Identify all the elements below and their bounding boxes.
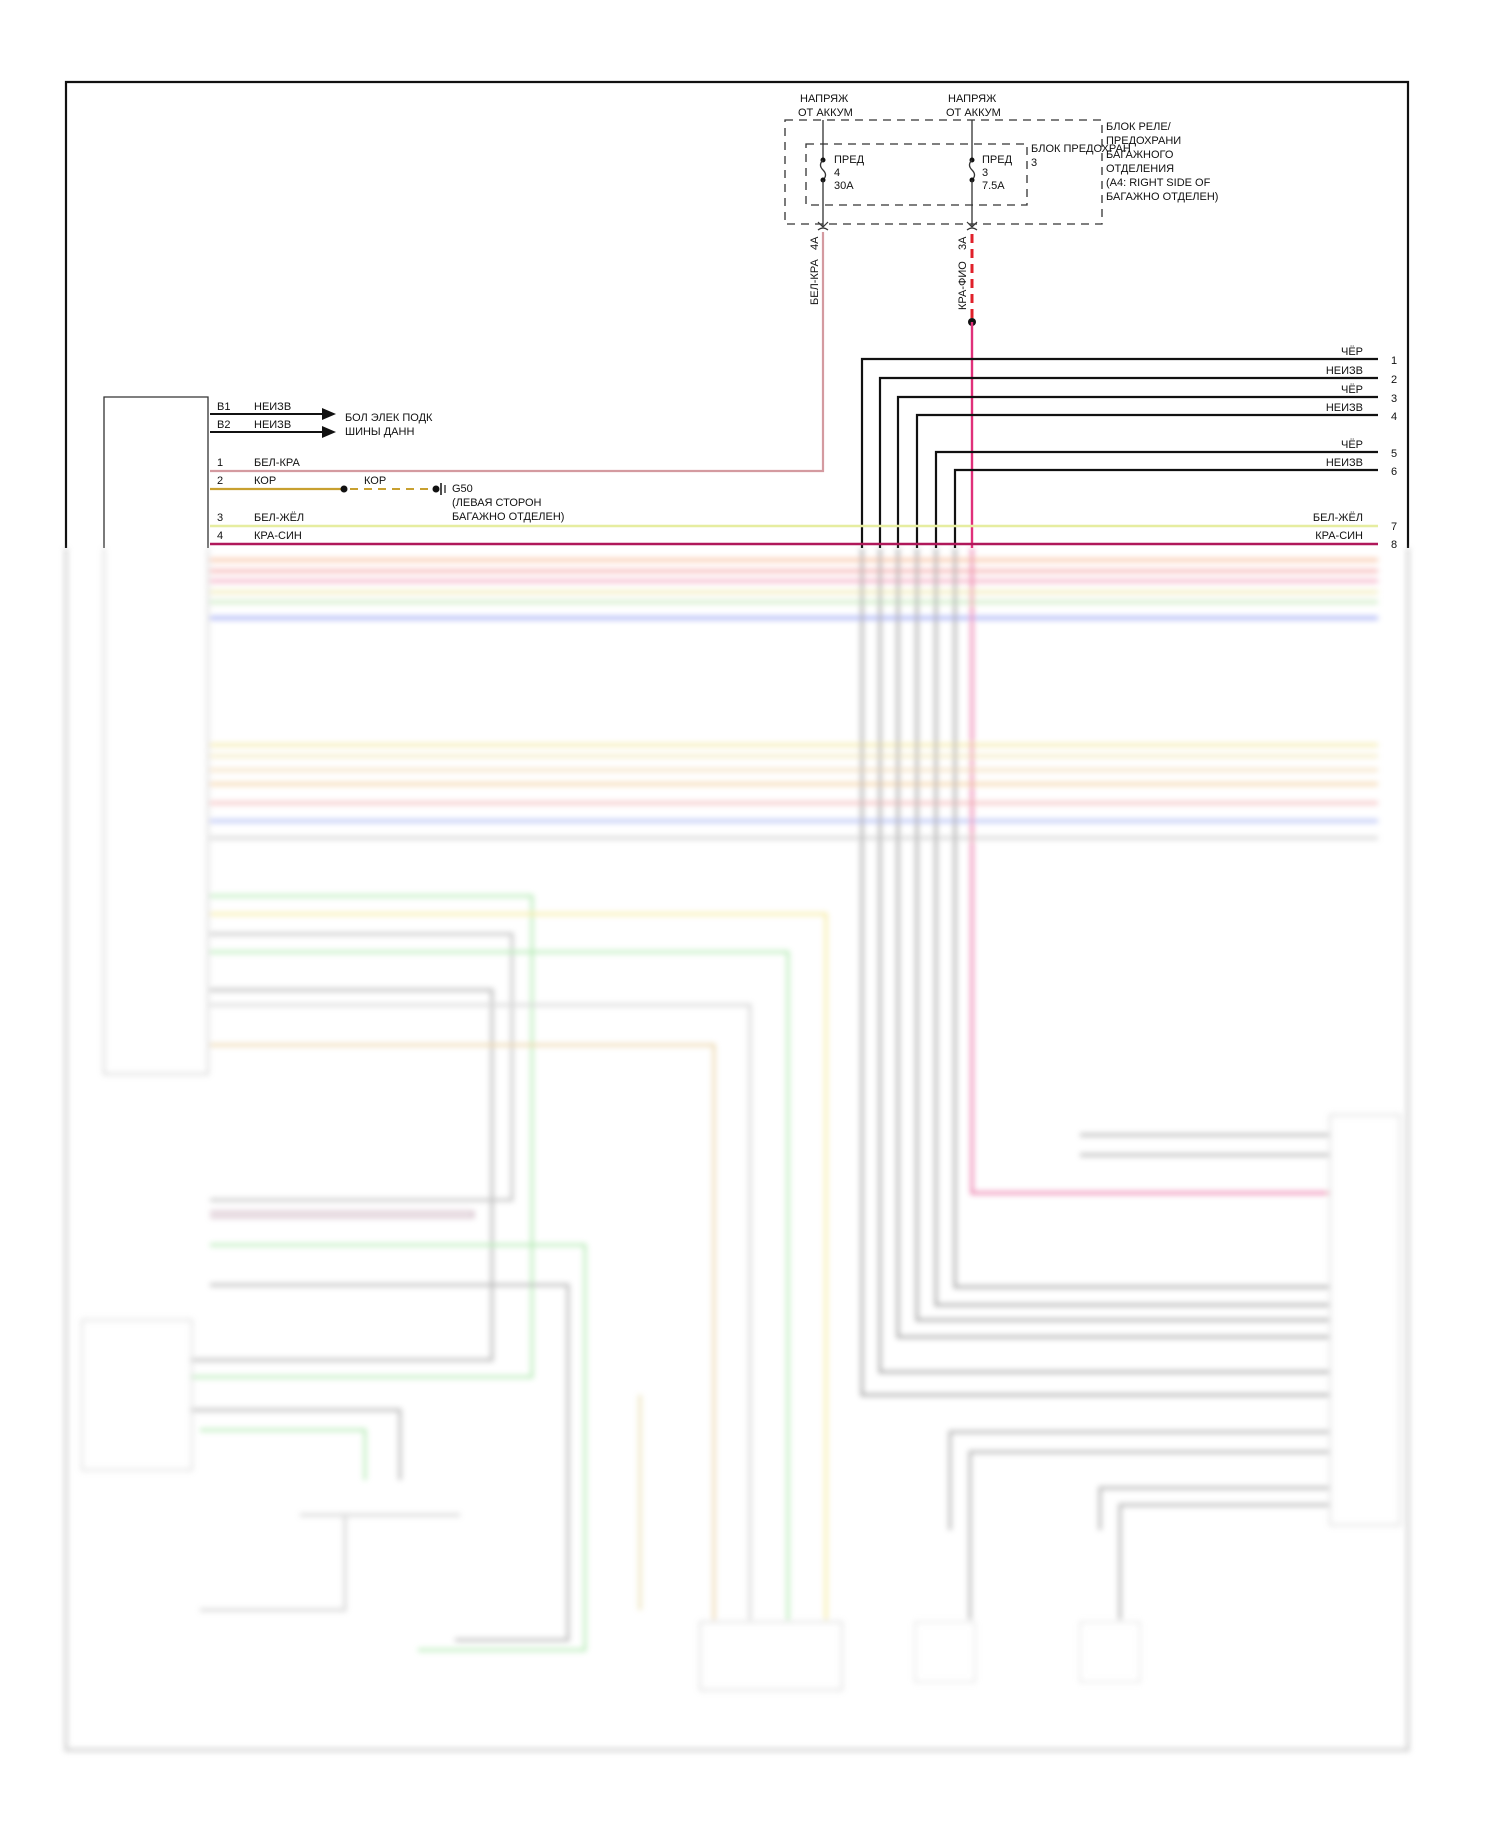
- svg-text:БАГАЖНО ОТДЕЛЕН): БАГАЖНО ОТДЕЛЕН): [452, 511, 564, 523]
- svg-text:(ЛЕВАЯ СТОРОН: (ЛЕВАЯ СТОРОН: [452, 497, 542, 509]
- svg-text:B1: B1: [217, 401, 230, 413]
- svg-text:4A: 4A: [809, 236, 821, 250]
- svg-text:1: 1: [1391, 355, 1397, 367]
- svg-text:ПРЕД: ПРЕД: [982, 154, 1013, 166]
- fuse-block-label: БЛОК ПРЕДОХРАН: [1031, 143, 1131, 155]
- svg-text:КРА-СИН: КРА-СИН: [1315, 530, 1363, 542]
- svg-text:ШИНЫ ДАНН: ШИНЫ ДАНН: [345, 426, 414, 438]
- svg-text:НЕИЗВ: НЕИЗВ: [254, 419, 291, 431]
- ground-g50: КОР G50 (ЛЕВАЯ СТОРОН БАГАЖНО ОТДЕЛЕН): [210, 475, 564, 523]
- svg-text:ПРЕДОХРАНИ: ПРЕДОХРАНИ: [1106, 135, 1181, 147]
- relay-block-label: БЛОК РЕЛЕ/ ПРЕДОХРАНИ БАГАЖНОГО ОТДЕЛЕНИ…: [1106, 121, 1218, 203]
- svg-text:7.5A: 7.5A: [982, 180, 1005, 192]
- svg-text:30A: 30A: [834, 180, 854, 192]
- svg-text:БОЛ ЭЛЕК ПОДК: БОЛ ЭЛЕК ПОДК: [345, 412, 433, 424]
- black-wire-bundle: [860, 357, 1378, 548]
- svg-text:ОТДЕЛЕНИЯ: ОТДЕЛЕНИЯ: [1106, 163, 1174, 175]
- svg-text:БЕЛ-ЖЁЛ: БЕЛ-ЖЁЛ: [1313, 512, 1363, 524]
- battery-feed-label: НАПРЯЖ: [800, 93, 848, 105]
- svg-text:4: 4: [217, 530, 223, 542]
- blurred-diagram-section: [64, 548, 1410, 1752]
- svg-text:КРА-ФИО: КРА-ФИО: [957, 261, 969, 310]
- svg-text:2: 2: [1391, 374, 1397, 386]
- fuse-block-outline: [805, 143, 1028, 206]
- svg-text:НЕИЗВ: НЕИЗВ: [1326, 457, 1363, 469]
- battery-feed-label: НАПРЯЖ: [948, 93, 996, 105]
- svg-text:НЕИЗВ: НЕИЗВ: [254, 401, 291, 413]
- fuse-4: ПРЕД 4 30A 4A БЕЛ-КРА: [809, 120, 865, 305]
- svg-text:3: 3: [217, 512, 223, 524]
- wire-bel-kra: [210, 232, 825, 473]
- svg-text:7: 7: [1391, 521, 1397, 533]
- battery-feed-label: ОТ АККУМ: [946, 107, 1001, 119]
- svg-text:КОР: КОР: [364, 475, 386, 487]
- module-box: [103, 396, 209, 548]
- battery-feed-label: ОТ АККУМ: [798, 107, 853, 119]
- svg-text:БЕЛ-КРА: БЕЛ-КРА: [254, 457, 300, 469]
- svg-text:(A4: RIGHT SIDE OF: (A4: RIGHT SIDE OF: [1106, 177, 1211, 189]
- svg-text:3: 3: [982, 167, 988, 179]
- svg-text:1: 1: [217, 457, 223, 469]
- data-bus-arrows: БОЛ ЭЛЕК ПОДК ШИНЫ ДАНН: [210, 408, 433, 438]
- svg-text:2: 2: [217, 475, 223, 487]
- svg-text:НЕИЗВ: НЕИЗВ: [1326, 402, 1363, 414]
- svg-text:4: 4: [834, 167, 840, 179]
- svg-text:ПРЕД: ПРЕД: [834, 154, 865, 166]
- svg-text:КОР: КОР: [254, 475, 276, 487]
- svg-text:3A: 3A: [957, 236, 969, 250]
- svg-text:ЧЁР: ЧЁР: [1341, 439, 1363, 451]
- svg-text:G50: G50: [452, 483, 473, 495]
- diagram-frame: [64, 80, 1410, 548]
- svg-text:8: 8: [1391, 539, 1397, 551]
- fuse-3: ПРЕД 3 7.5A 3A КРА-ФИО: [957, 120, 1013, 310]
- svg-text:БАГАЖНОГО: БАГАЖНОГО: [1106, 149, 1174, 161]
- svg-text:БАГАЖНО ОТДЕЛЕН): БАГАЖНО ОТДЕЛЕН): [1106, 191, 1218, 203]
- svg-text:5: 5: [1391, 448, 1397, 460]
- svg-text:БЕЛ-КРА: БЕЛ-КРА: [809, 259, 821, 305]
- svg-text:B2: B2: [217, 419, 230, 431]
- svg-text:6: 6: [1391, 466, 1397, 478]
- fuse-block-label: 3: [1031, 157, 1037, 169]
- svg-text:БЕЛ-ЖЁЛ: БЕЛ-ЖЁЛ: [254, 512, 304, 524]
- svg-text:ЧЁР: ЧЁР: [1341, 346, 1363, 358]
- svg-text:НЕИЗВ: НЕИЗВ: [1326, 365, 1363, 377]
- relay-block-outline: [784, 119, 1103, 225]
- svg-text:ЧЁР: ЧЁР: [1341, 384, 1363, 396]
- svg-text:4: 4: [1391, 411, 1397, 423]
- svg-text:БЛОК РЕЛЕ/: БЛОК РЕЛЕ/: [1106, 121, 1172, 133]
- svg-text:3: 3: [1391, 393, 1397, 405]
- left-connector-labels: B1 НЕИЗВ B2 НЕИЗВ 1 БЕЛ-КРА 2 КОР 3 БЕЛ-ЖЁЛ 4…: [217, 401, 304, 542]
- right-connector-labels: ЧЁР 1 НЕИЗВ 2 ЧЁР 3 НЕИЗВ 4 ЧЁР 5 НЕИЗВ 6 БЕЛ-…: [1313, 346, 1397, 551]
- svg-text:КРА-СИН: КРА-СИН: [254, 530, 302, 542]
